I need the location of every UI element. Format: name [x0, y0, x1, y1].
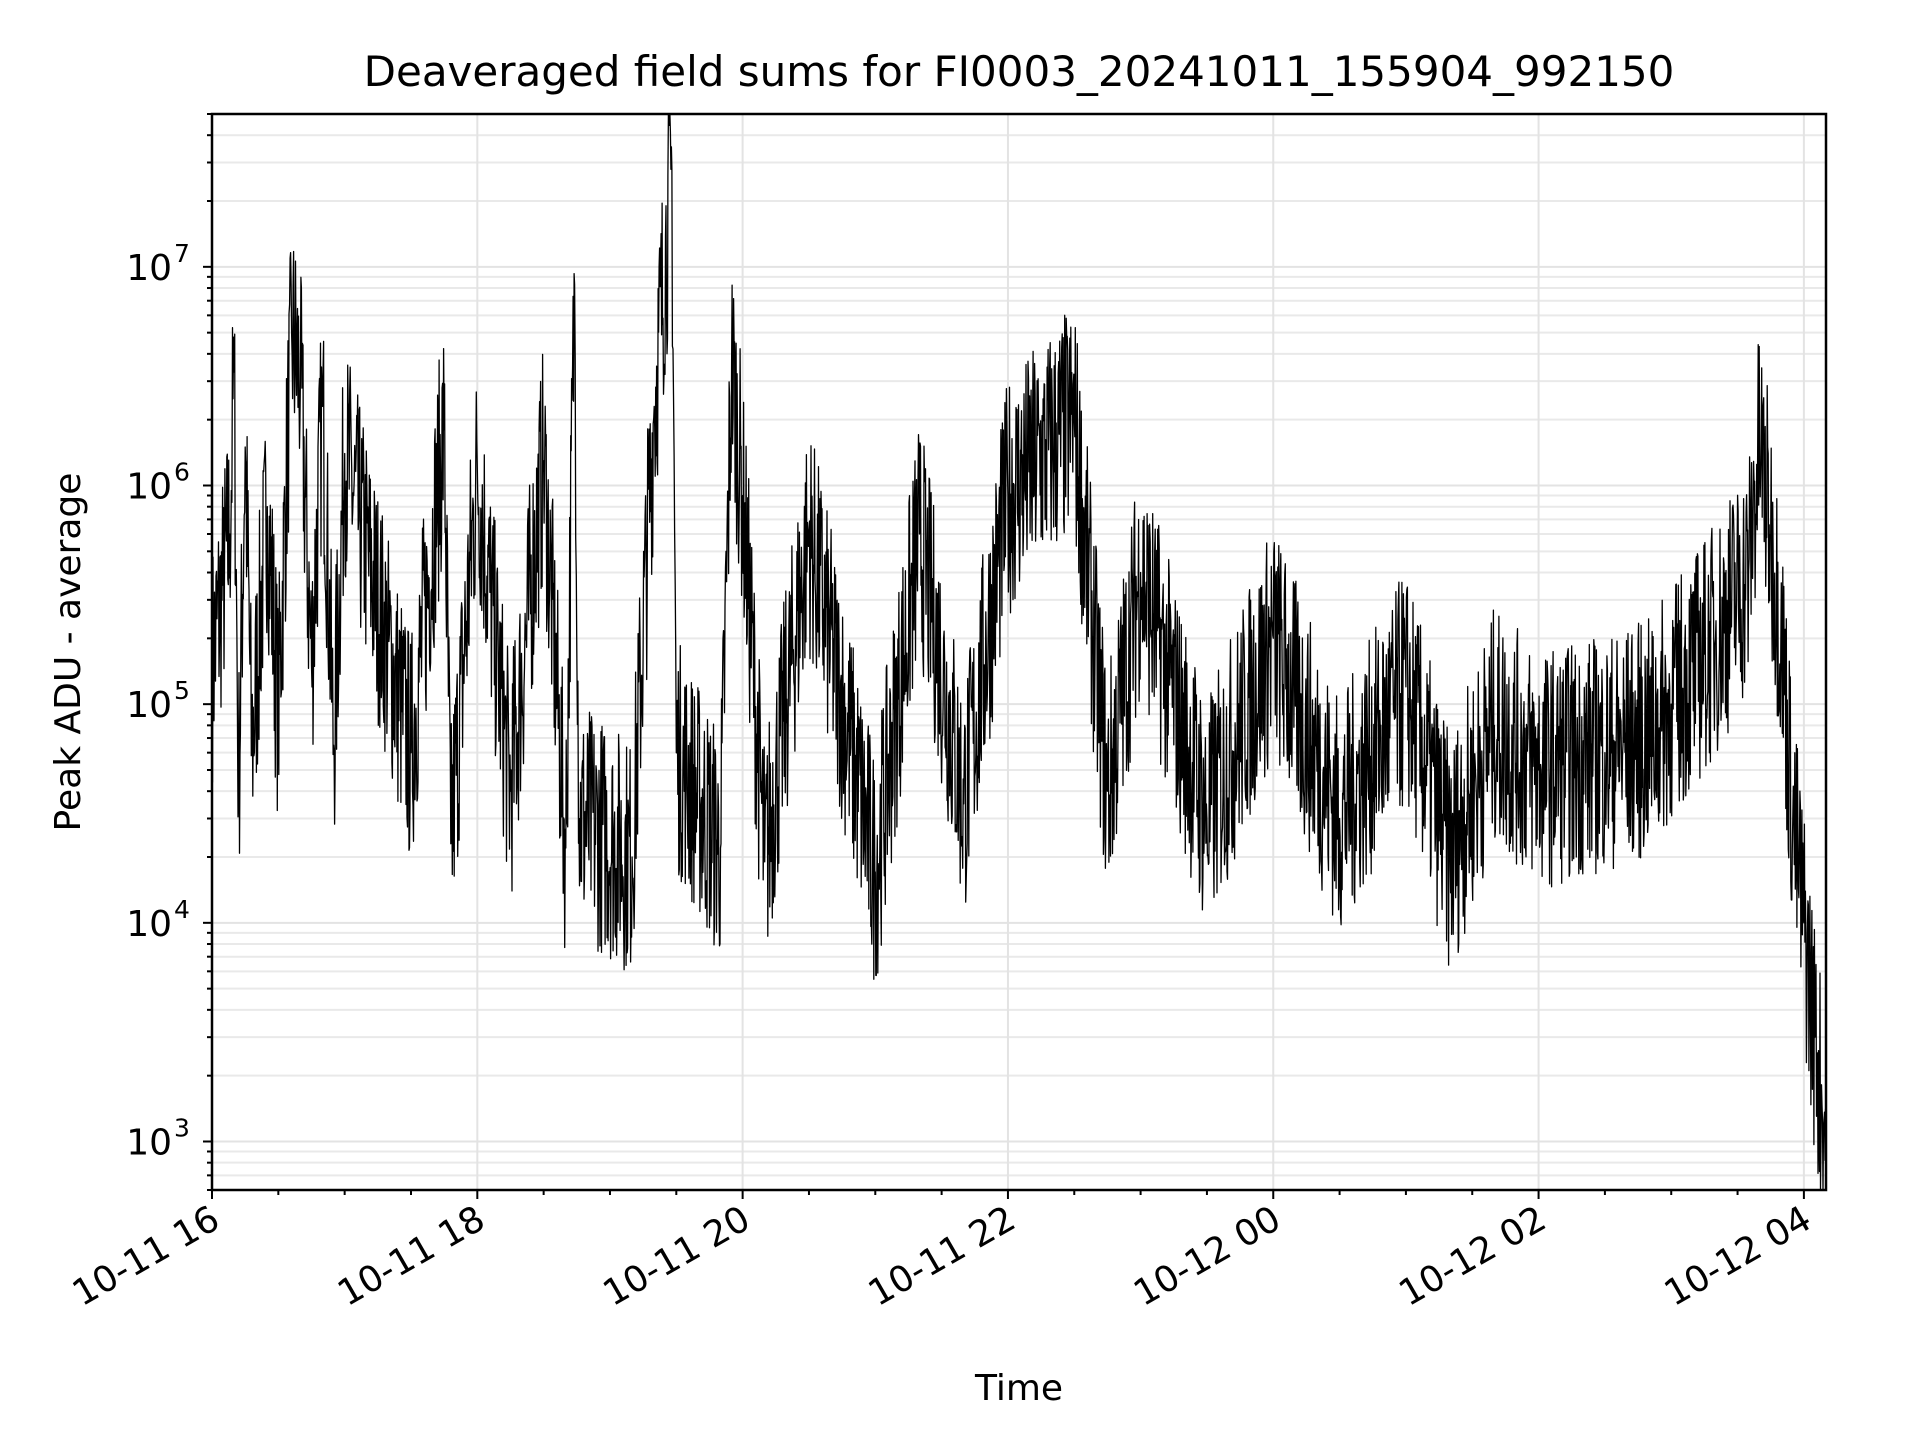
y-axis-label: Peak ADU - average: [48, 473, 89, 832]
y-tick-label: 10: [126, 685, 172, 726]
y-tick-label: 10: [126, 248, 172, 289]
y-tick-label: 10: [126, 1122, 172, 1163]
chart-title: Deaveraged field sums for FI0003_2024101…: [364, 47, 1675, 96]
x-axis-label: Time: [974, 1368, 1063, 1409]
y-tick-label-exponent: 5: [174, 676, 190, 705]
y-tick-label-exponent: 4: [174, 895, 190, 924]
y-tick-label: 10: [126, 904, 172, 945]
y-tick-label-exponent: 3: [174, 1113, 190, 1142]
y-tick-label-exponent: 7: [174, 239, 190, 268]
y-tick-label-exponent: 6: [174, 458, 190, 487]
plot-frame: [210, 112, 1828, 1192]
series-line: [211, 113, 1827, 1191]
series-layer: [211, 113, 1827, 1191]
y-tick-label: 10: [126, 467, 172, 508]
